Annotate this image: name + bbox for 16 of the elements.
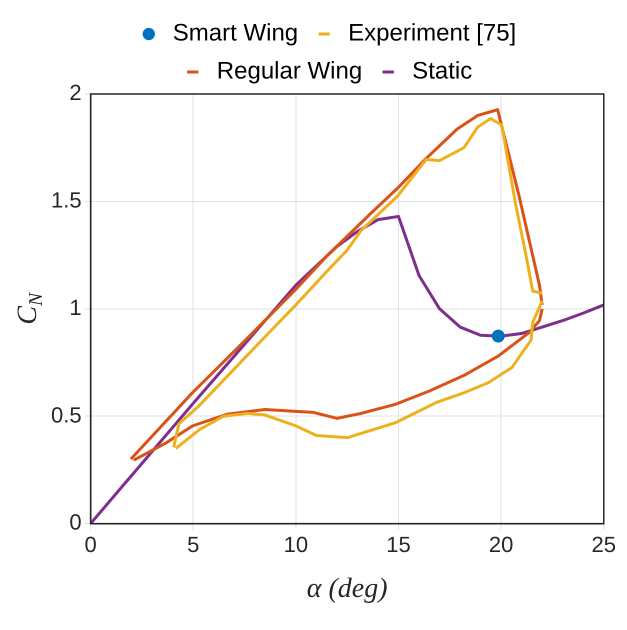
x-axis-title: α (deg) <box>306 572 388 604</box>
y-tick-label: 0 <box>69 510 82 535</box>
x-tick-label: 20 <box>488 532 514 557</box>
legend-label: Static <box>412 58 472 85</box>
legend-label: Regular Wing <box>216 58 362 85</box>
y-tick-label: 2 <box>69 80 82 106</box>
y-axis-title: CN <box>12 292 48 325</box>
x-tick-label: 25 <box>592 532 616 557</box>
y-tick-label: 1.5 <box>50 187 82 212</box>
x-tick-label: 5 <box>187 532 200 557</box>
y-tick-label: 1 <box>69 294 82 320</box>
y-tick-label: 0.5 <box>50 402 82 428</box>
legend-label: Experiment [75] <box>348 20 516 47</box>
x-tick-label: 10 <box>284 532 308 557</box>
x-tick-label: 15 <box>386 532 411 557</box>
legend-label: Smart Wing <box>172 20 298 47</box>
